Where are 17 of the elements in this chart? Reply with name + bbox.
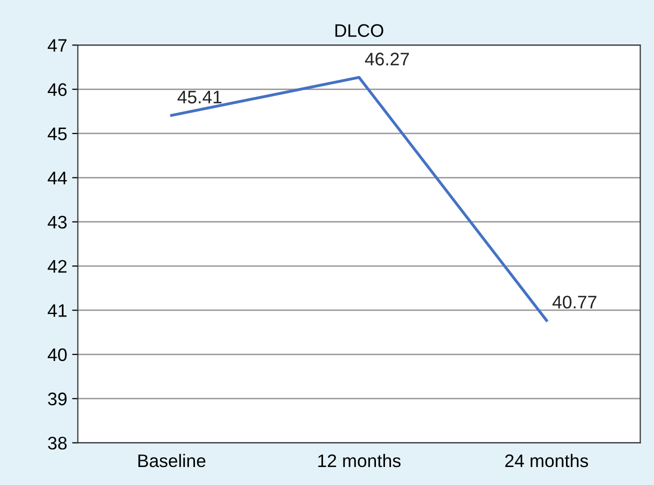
y-tick-label: 45: [48, 128, 67, 140]
x-tick-label: 24 months: [505, 454, 588, 468]
y-tick-label: 43: [48, 216, 67, 229]
data-label: 46.27: [365, 52, 409, 66]
x-tick-label: 12 months: [318, 454, 401, 468]
x-tick-label: Baseline: [138, 454, 206, 468]
y-tick-label: 46: [48, 83, 67, 96]
y-tick-label: 42: [48, 260, 67, 273]
y-tick-label: 39: [48, 392, 67, 406]
y-tick-label: 47: [48, 39, 67, 52]
chart-title: DLCO: [335, 24, 384, 37]
y-tick-label: 41: [48, 304, 67, 317]
y-tick-label: 40: [48, 348, 67, 362]
data-label: 45.41: [178, 90, 222, 104]
y-tick-label: 38: [48, 436, 67, 450]
data-label: 40.77: [552, 296, 596, 308]
y-tick-label: 44: [48, 172, 67, 184]
